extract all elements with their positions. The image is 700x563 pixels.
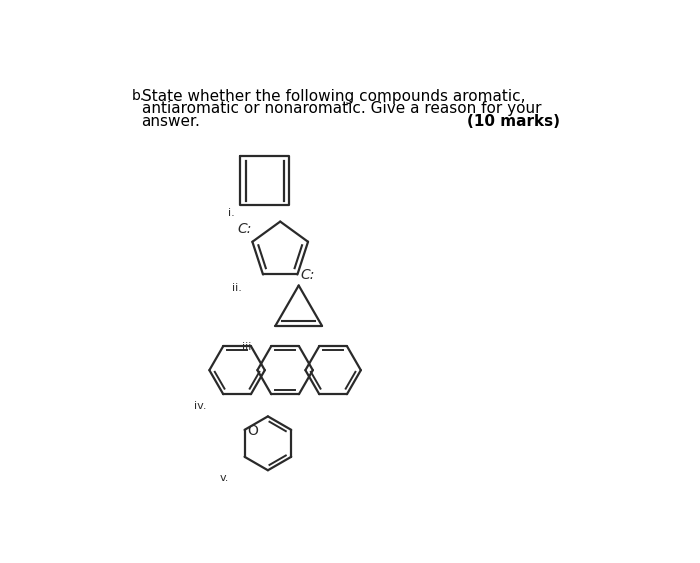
- Text: iv.: iv.: [194, 401, 206, 411]
- Text: v.: v.: [219, 473, 229, 484]
- Text: State whether the following compounds aromatic,: State whether the following compounds ar…: [141, 89, 525, 104]
- Text: O: O: [247, 425, 258, 439]
- Text: C:: C:: [300, 269, 314, 283]
- Text: ii.: ii.: [232, 283, 242, 293]
- Text: b.: b.: [132, 89, 145, 103]
- Text: antiaromatic or nonaromatic. Give a reason for your: antiaromatic or nonaromatic. Give a reas…: [141, 101, 541, 117]
- Text: C:: C:: [237, 222, 251, 236]
- Text: answer.: answer.: [141, 114, 200, 129]
- Text: (10 marks): (10 marks): [466, 114, 559, 129]
- Text: i.: i.: [228, 208, 235, 218]
- Text: iii.: iii.: [242, 342, 256, 352]
